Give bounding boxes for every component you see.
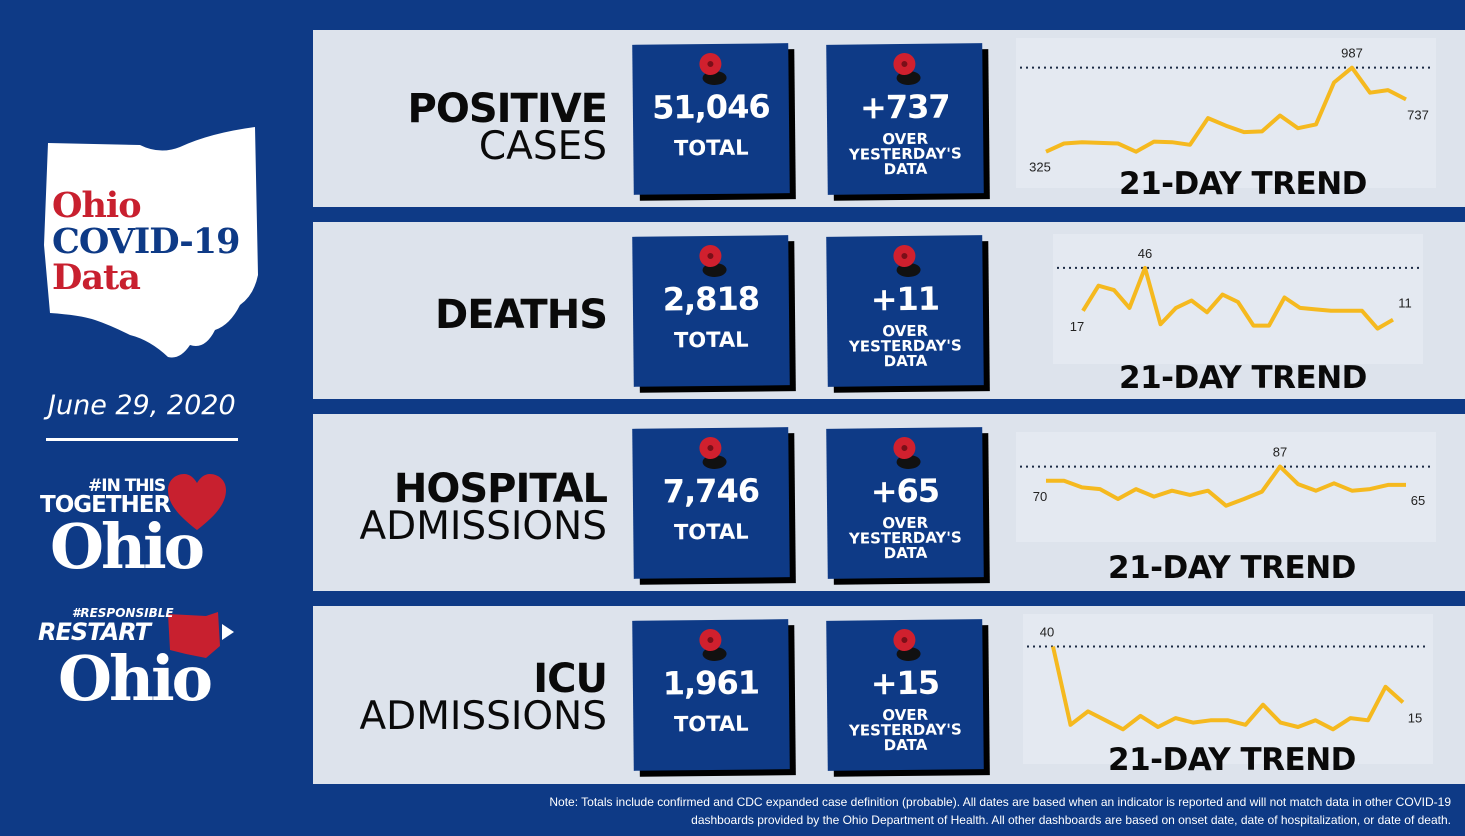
first-value-label: 17 bbox=[1070, 319, 1084, 334]
trend-title: 21-DAY TREND bbox=[1119, 166, 1367, 202]
title-line-ohio: Ohio bbox=[52, 185, 142, 226]
row-label-line1: HOSPITAL bbox=[393, 466, 608, 512]
change-value: +737 bbox=[859, 87, 950, 127]
change-label: OVER YESTERDAY'S DATA bbox=[827, 322, 983, 371]
change-card: +737 OVER YESTERDAY'S DATA bbox=[826, 43, 984, 195]
footnote-line1: Note: Totals include confirmed and CDC e… bbox=[549, 795, 1451, 809]
row-label-line2: ADMISSIONS bbox=[359, 504, 607, 549]
change-label: OVER YESTERDAY'S DATA bbox=[827, 130, 983, 179]
total-value: 2,818 bbox=[662, 279, 760, 319]
first-value-label: 70 bbox=[1033, 489, 1047, 504]
max-value-label: 87 bbox=[1273, 445, 1287, 460]
trend-background bbox=[1023, 614, 1433, 764]
icu-admissions-row: ICU ADMISSIONS 1,961 TOTAL +15 OVER YEST… bbox=[313, 606, 1465, 784]
trend-line bbox=[1046, 464, 1406, 508]
total-value: 7,746 bbox=[662, 471, 760, 511]
max-value-label: 987 bbox=[1341, 46, 1363, 61]
change-label: OVER YESTERDAY'S DATA bbox=[827, 514, 983, 563]
ohio-pin-icon bbox=[699, 437, 727, 469]
logo2-ohio: Ohio bbox=[58, 642, 213, 715]
row-label: ICU ADMISSIONS bbox=[359, 656, 608, 739]
total-label: TOTAL bbox=[673, 519, 749, 545]
row-label: POSITIVE CASES bbox=[407, 86, 608, 169]
trend-background bbox=[1053, 234, 1423, 364]
change-value: +15 bbox=[870, 663, 940, 703]
last-value-label: 11 bbox=[1398, 296, 1412, 311]
trend-line bbox=[1045, 65, 1407, 154]
ohio-pin-icon bbox=[699, 245, 727, 277]
logo1-ohio: Ohio bbox=[50, 510, 205, 583]
total-card: 7,746 TOTAL bbox=[632, 427, 790, 579]
change-label-line3: DATA bbox=[883, 351, 928, 371]
icu-admissions-trend-chart: 40 15 bbox=[1023, 614, 1433, 764]
logo1-together: TOGETHER bbox=[40, 492, 171, 518]
ohio-pin-icon bbox=[893, 53, 921, 85]
row-label-line1: POSITIVE bbox=[407, 86, 608, 132]
first-value-label: 40 bbox=[1040, 624, 1054, 639]
change-label-line3: DATA bbox=[883, 159, 928, 179]
title-line-data: Data bbox=[52, 257, 141, 298]
app-title: Ohio COVID-19 Data bbox=[52, 188, 240, 296]
hospital-admissions-trend-chart: 70 87 65 bbox=[1016, 432, 1436, 542]
ohio-state-arrow-icon bbox=[168, 612, 234, 658]
change-label: OVER YESTERDAY'S DATA bbox=[827, 706, 983, 755]
ohio-pin-icon bbox=[893, 437, 921, 469]
total-card: 1,961 TOTAL bbox=[632, 619, 790, 771]
logo2-tag: #RESPONSIBLE bbox=[72, 606, 174, 620]
max-value-label: 46 bbox=[1138, 246, 1152, 261]
heart-icon bbox=[168, 474, 226, 530]
deaths-trend-chart: 17 46 11 bbox=[1053, 234, 1423, 364]
ohio-pin-icon bbox=[699, 629, 727, 661]
sidebar: Ohio COVID-19 Data June 29, 2020 #IN THI… bbox=[0, 0, 300, 836]
footnote-line2: dashboards provided by the Ohio Departme… bbox=[691, 813, 1451, 827]
ohio-state-map-icon bbox=[44, 127, 258, 358]
responsible-restart-ohio-logo: #RESPONSIBLE RESTART Ohio bbox=[38, 606, 268, 716]
last-value-label: 737 bbox=[1407, 107, 1429, 122]
total-label: TOTAL bbox=[673, 327, 749, 353]
total-card: 2,818 TOTAL bbox=[632, 235, 790, 387]
footnote: Note: Totals include confirmed and CDC e… bbox=[351, 793, 1451, 829]
positive-cases-trend-chart: 325 987 737 bbox=[1016, 38, 1436, 188]
hospital-admissions-row: HOSPITAL ADMISSIONS 7,746 TOTAL +65 OVER… bbox=[313, 414, 1465, 591]
total-label: TOTAL bbox=[673, 135, 749, 161]
logo2-restart: RESTART bbox=[38, 618, 151, 646]
change-value: +11 bbox=[870, 279, 940, 319]
trend-title: 21-DAY TREND bbox=[1108, 550, 1356, 586]
positive-cases-row: POSITIVE CASES 51,046 TOTAL +737 OVER YE… bbox=[313, 30, 1465, 207]
change-card: +15 OVER YESTERDAY'S DATA bbox=[826, 619, 984, 771]
change-card: +11 OVER YESTERDAY'S DATA bbox=[826, 235, 984, 387]
divider bbox=[46, 438, 238, 441]
last-value-label: 15 bbox=[1408, 710, 1422, 725]
row-label-line1: DEATHS bbox=[435, 292, 608, 338]
change-label-line3: DATA bbox=[883, 735, 928, 755]
change-value: +65 bbox=[870, 471, 940, 511]
in-this-together-ohio-logo: #IN THIS TOGETHER Ohio bbox=[38, 472, 268, 587]
row-label: DEATHS bbox=[435, 292, 608, 338]
row-label-line1: ICU bbox=[533, 656, 608, 702]
ohio-pin-icon bbox=[893, 245, 921, 277]
row-label-line2: ADMISSIONS bbox=[359, 694, 607, 739]
change-label-line3: DATA bbox=[883, 543, 928, 563]
last-value-label: 65 bbox=[1411, 493, 1425, 508]
trend-line bbox=[1051, 646, 1405, 732]
trend-line bbox=[1081, 265, 1394, 331]
trend-title: 21-DAY TREND bbox=[1108, 742, 1356, 778]
ohio-pin-icon bbox=[699, 53, 727, 85]
change-card: +65 OVER YESTERDAY'S DATA bbox=[826, 427, 984, 579]
total-label: TOTAL bbox=[673, 711, 749, 737]
row-label-line2: CASES bbox=[478, 124, 607, 169]
title-line-covid: COVID-19 bbox=[52, 221, 240, 262]
trend-title: 21-DAY TREND bbox=[1119, 360, 1367, 396]
deaths-row: DEATHS 2,818 TOTAL +11 OVER YESTERDAY'S … bbox=[313, 222, 1465, 399]
total-value: 51,046 bbox=[651, 87, 770, 127]
first-value-label: 325 bbox=[1029, 160, 1051, 175]
report-date: June 29, 2020 bbox=[48, 390, 236, 421]
logo1-tag: #IN THIS bbox=[88, 476, 166, 496]
trend-background bbox=[1016, 38, 1436, 188]
row-label: HOSPITAL ADMISSIONS bbox=[359, 466, 608, 549]
total-value: 1,961 bbox=[662, 663, 760, 703]
ohio-pin-icon bbox=[893, 629, 921, 661]
total-card: 51,046 TOTAL bbox=[632, 43, 790, 195]
